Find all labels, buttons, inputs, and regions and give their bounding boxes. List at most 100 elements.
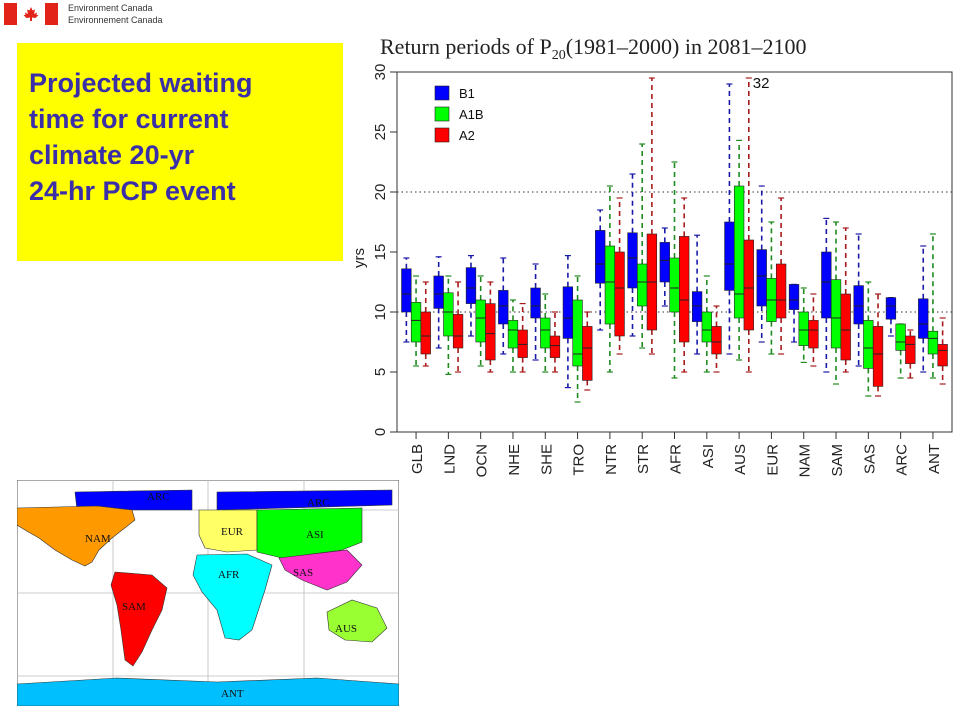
box-b1-str: [627, 232, 638, 289]
region-map: ARC ARC NAM EUR ASI AFR SAS SAM AUS ANT: [17, 480, 399, 706]
map-label-sam: SAM: [122, 601, 146, 613]
x-tick-label: SAS: [861, 444, 878, 474]
box-a2-aus: [743, 239, 754, 331]
box-b1-she: [530, 287, 541, 319]
x-tick-label: TRO: [571, 444, 588, 476]
box-a1b-aus: [733, 185, 745, 319]
box-b1-eur: [756, 249, 767, 307]
x-tick-label: EUR: [764, 444, 781, 476]
afr-region: [192, 553, 273, 641]
y-tick-label: 15: [372, 244, 389, 261]
box-a2-ntr: [614, 251, 625, 337]
legend-swatch-a2: [434, 127, 450, 143]
box-a1b-nam: [798, 311, 809, 346]
caption-line-3: climate 20-yr: [29, 140, 195, 170]
box-a1b-arc: [895, 323, 906, 351]
x-tick-label: LND: [441, 444, 458, 474]
x-tick-label: NAM: [797, 444, 814, 477]
box-a1b-afr: [669, 257, 680, 313]
box-a1b-sam: [830, 279, 842, 349]
outside-value-label: 32: [753, 75, 770, 92]
x-tick-label: SHE: [538, 444, 555, 475]
sas-region: [278, 549, 363, 591]
box-b1-nam: [788, 284, 800, 310]
legend-swatch-b1: [434, 85, 450, 101]
y-tick-label: 30: [372, 64, 389, 81]
map-label-ant: ANT: [221, 688, 244, 700]
box-b1-ocn: [465, 267, 477, 304]
box-a2-eur: [775, 263, 787, 319]
box-b1-glb: [401, 268, 412, 313]
box-a2-asi: [711, 326, 722, 355]
box-b1-tro: [562, 286, 574, 339]
box-a1b-ant: [927, 330, 939, 355]
box-a2-ocn: [485, 303, 496, 361]
map-label-afr: AFR: [218, 569, 240, 581]
org-name-english: Environment Canada: [68, 3, 153, 13]
box-a1b-ocn: [475, 299, 486, 343]
x-tick-label: NHE: [506, 444, 523, 476]
box-a1b-she: [540, 317, 551, 349]
box-b1-lnd: [433, 275, 444, 309]
ant-region: [17, 677, 399, 706]
box-a2-nam: [808, 320, 819, 349]
asi-region: [256, 507, 363, 559]
map-label-aus: AUS: [335, 623, 357, 635]
caption-line-2: time for current: [29, 104, 229, 134]
legend-label-b1: B1: [459, 86, 475, 101]
x-tick-label: AFR: [668, 444, 685, 474]
legend-label-a1b: A1B: [459, 107, 484, 122]
y-tick-label: 20: [372, 184, 389, 201]
box-a1b-sas: [863, 320, 874, 369]
caption-text: Projected waiting time for current clima…: [29, 65, 253, 209]
box-a1b-glb: [410, 302, 422, 343]
box-a2-ant: [937, 344, 948, 367]
arc-region-west: [74, 489, 193, 511]
chart-title: Return periods of P20(1981–2000) in 2081…: [380, 34, 806, 63]
box-a2-arc: [905, 335, 916, 364]
caption-line-1: Projected waiting: [29, 68, 253, 98]
caption-box: Projected waiting time for current clima…: [17, 43, 343, 261]
x-tick-label: OCN: [474, 444, 491, 477]
box-b1-afr: [659, 242, 670, 283]
box-a1b-tro: [572, 299, 583, 367]
box-a1b-nhe: [507, 320, 519, 349]
x-tick-label: AUS: [732, 444, 749, 475]
x-tick-label: GLB: [409, 444, 426, 474]
x-tick-label: ASI: [700, 444, 717, 468]
y-tick-label: 25: [372, 124, 389, 141]
sam-region: [110, 571, 168, 667]
legend-label-a2: A2: [459, 128, 475, 143]
box-a2-sas: [872, 326, 884, 387]
caption-line-4: 24-hr PCP event: [29, 176, 236, 206]
map-label-nam: NAM: [85, 533, 111, 545]
box-b1-aus: [724, 221, 735, 291]
org-name-french: Environnement Canada: [68, 15, 163, 25]
y-tick-label: 5: [372, 368, 389, 376]
arc-region-east: [216, 489, 393, 511]
map-label-arc-east: ARC: [307, 497, 330, 509]
x-tick-label: NTR: [603, 444, 620, 475]
map-label-arc-west: ARC: [147, 491, 170, 503]
box-a2-she: [549, 335, 561, 358]
y-tick-label: 10: [372, 304, 389, 321]
return-period-boxplot: Return periods of P20(1981–2000) in 2081…: [351, 34, 953, 477]
box-b1-ntr: [595, 230, 606, 284]
box-a2-afr: [679, 236, 690, 343]
nam-region: [17, 505, 136, 567]
header: Environment Canada Environnement Canada: [0, 0, 320, 30]
box-a2-nhe: [517, 329, 528, 358]
box-a2-tro: [582, 326, 593, 381]
y-axis-label: yrs: [351, 248, 368, 268]
x-tick-label: ANT: [926, 444, 943, 474]
box-a1b-lnd: [443, 292, 454, 337]
box-b1-arc: [885, 297, 897, 320]
aus-region: [326, 599, 388, 643]
x-tick-label: SAM: [829, 444, 846, 477]
box-b1-sas: [853, 285, 864, 325]
y-tick-label: 0: [372, 428, 389, 436]
box-b1-nhe: [498, 290, 509, 325]
box-a2-glb: [420, 311, 431, 355]
box-b1-ant: [918, 298, 929, 339]
map-label-asi: ASI: [306, 529, 324, 541]
